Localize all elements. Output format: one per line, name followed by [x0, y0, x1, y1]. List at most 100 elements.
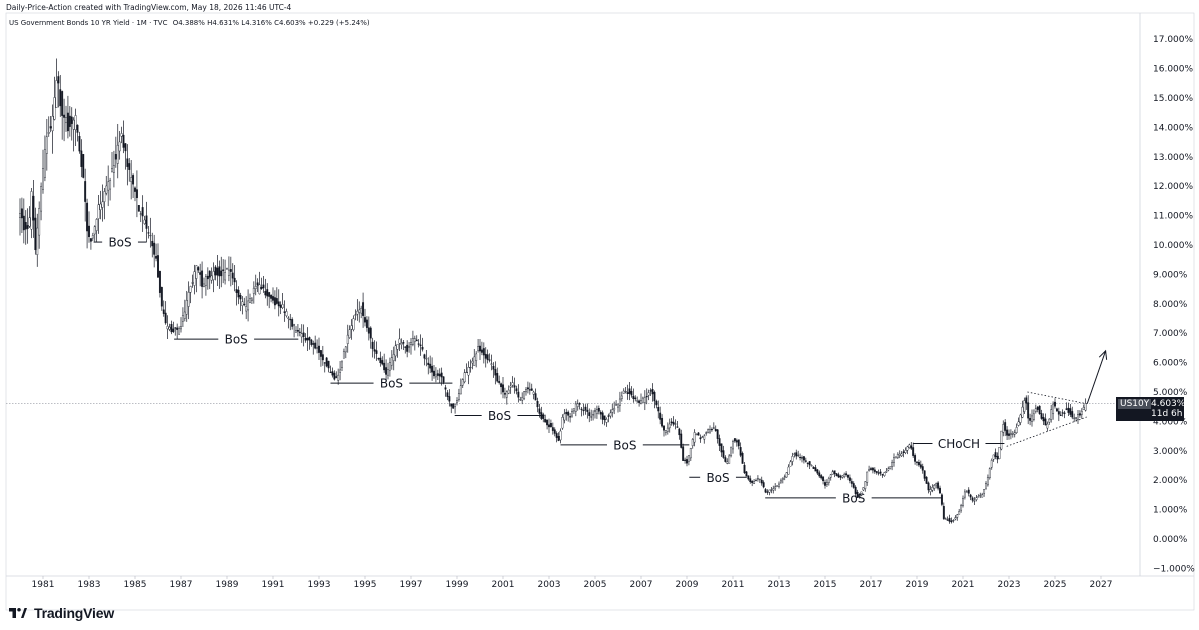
candle-body	[977, 496, 980, 498]
candle-body	[774, 486, 777, 489]
candle-body	[1071, 411, 1074, 418]
candle-body	[751, 480, 754, 484]
candle-body	[210, 275, 213, 281]
candle-body	[1075, 417, 1078, 419]
tradingview-brand[interactable]: TradingView	[8, 603, 114, 623]
candle-body	[295, 330, 297, 333]
candle-body	[229, 269, 232, 272]
candle-body	[617, 403, 619, 408]
candle-body	[695, 433, 698, 435]
candle-body	[710, 429, 713, 431]
candle-body	[739, 447, 742, 456]
candle-body	[36, 227, 39, 255]
candle-body	[716, 429, 719, 439]
candle-body	[684, 459, 687, 461]
candle-body	[233, 277, 236, 283]
candle-body	[597, 408, 600, 412]
candle-body	[810, 465, 813, 467]
candle-body	[590, 416, 593, 418]
candle-body	[226, 268, 228, 270]
candle-body	[155, 255, 158, 259]
candle-body	[958, 511, 961, 515]
annotation-label: BoS	[488, 409, 511, 423]
candle-body	[973, 500, 976, 502]
candle-body	[260, 287, 263, 289]
candle-body	[448, 396, 451, 402]
candle-body	[220, 270, 223, 277]
y-tick-label: 7.000%	[1153, 329, 1188, 339]
candle-body	[873, 469, 876, 472]
candle-body	[415, 339, 418, 342]
candle-body	[471, 360, 474, 364]
candle-body	[379, 357, 382, 364]
candle-body	[741, 452, 744, 464]
candle-body	[755, 480, 757, 482]
candle-body	[273, 297, 276, 306]
candle-body	[559, 430, 562, 441]
candle-body	[396, 343, 399, 350]
candle-body	[519, 399, 522, 401]
candle-body	[1008, 433, 1010, 436]
candle-body	[465, 371, 468, 374]
candle-body	[20, 208, 23, 219]
candle-body	[383, 362, 386, 371]
candle-body	[329, 371, 332, 373]
candle-body	[776, 485, 779, 487]
candle-body	[1011, 433, 1014, 435]
symbol-legend[interactable]: US Government Bonds 10 YR Yield · 1M · T…	[9, 19, 370, 27]
candle-body	[496, 373, 499, 382]
candle-body	[158, 270, 161, 293]
candle-body	[664, 430, 667, 433]
candle-body	[1031, 415, 1033, 422]
candle-body	[70, 116, 73, 124]
candle-body	[1040, 413, 1043, 419]
candle-body	[270, 295, 273, 299]
candle-body	[218, 266, 221, 277]
candle-body	[111, 168, 113, 173]
candle-body	[632, 395, 635, 399]
candle-body	[806, 462, 809, 464]
x-tick-label: 2025	[1044, 580, 1067, 590]
candle-body	[1080, 410, 1083, 415]
candle-body	[661, 417, 664, 427]
candle-body	[500, 383, 503, 388]
candle-body	[986, 477, 989, 486]
candle-body	[622, 390, 625, 394]
candle-body	[1004, 422, 1007, 431]
candle-body	[300, 333, 303, 338]
candle-body	[940, 494, 943, 505]
candle-body	[413, 338, 416, 342]
candle-body	[586, 409, 589, 412]
candle-body	[668, 423, 671, 429]
candle-body	[122, 134, 125, 148]
candle-body	[32, 195, 35, 221]
candle-body	[91, 235, 94, 239]
candle-body	[488, 359, 491, 361]
time-axis[interactable]: 1981 1983 1985 1987 1989 1991 1993 1995 1997 1999…	[32, 576, 1113, 590]
candle-body	[825, 482, 828, 485]
candle-body	[935, 483, 938, 486]
x-tick-label: 2003	[538, 580, 561, 590]
y-tick-label: 11.000%	[1153, 212, 1193, 222]
candle-body	[902, 451, 905, 453]
candle-body	[199, 272, 202, 275]
candle-body	[691, 439, 694, 446]
candle-body	[680, 433, 683, 448]
candle-body	[308, 337, 311, 341]
candle-body	[34, 217, 37, 251]
candle-body	[578, 403, 581, 405]
candle-body	[61, 91, 64, 116]
candle-body	[80, 150, 83, 167]
price-axis[interactable]: 17.000% 16.000% 15.000% 14.000% 13.000% 12.00…	[1153, 35, 1195, 574]
y-tick-label: 10.000%	[1153, 241, 1193, 251]
candle-body	[128, 163, 131, 170]
candle-body	[235, 289, 238, 293]
candle-body	[390, 357, 393, 366]
candle-body	[450, 403, 453, 407]
candle-body	[835, 473, 838, 476]
y-tick-label: 9.000%	[1153, 270, 1188, 280]
candle-body	[572, 408, 575, 412]
x-tick-label: 2011	[722, 580, 745, 590]
candle-body	[641, 397, 644, 403]
